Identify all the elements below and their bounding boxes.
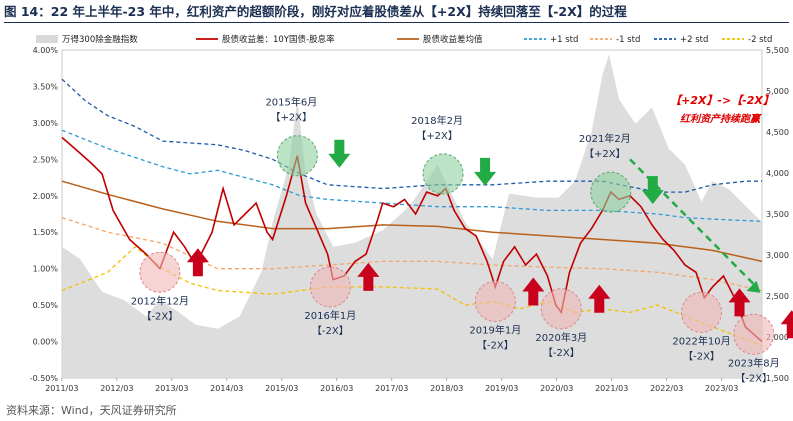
annotation-line2: 红利资产持续跑赢 [680,113,762,125]
y-right-tick-label: 4,000 [766,169,789,178]
legend-label: +2 std [680,35,708,45]
callout-tag: 【-2X】 [141,310,178,322]
legend-label: -1 std [616,35,640,45]
callout-tag: 【+2X】 [271,112,313,124]
minus2x-marker-circle [309,266,351,308]
callout-date: 2016年1月 [304,309,356,322]
legend-label: +1 std [550,35,578,45]
plus2x-marker-circle [422,153,464,195]
callout-tag: 【-2X】 [543,347,580,359]
x-tick-label: 2023/03 [705,384,738,393]
y-right-tick-label: 3,000 [766,251,789,260]
plus2-std-line [61,78,762,193]
x-tick-label: 2021/03 [595,384,628,393]
down-arrow-icon [328,139,351,168]
index-area [62,54,762,378]
x-tick-label: 2012/03 [100,384,133,393]
y-right-tick-label: 5,000 [766,87,789,96]
callout-date: 2022年10月 [672,334,730,347]
y-left-tick-label: 2.00% [33,192,59,201]
x-tick-label: 2011/03 [45,384,78,393]
y-left-tick-label: 3.00% [33,119,59,128]
callout-date: 2015年6月 [265,96,317,109]
callout-date: 2012年12月 [131,294,189,307]
legend-label: -2 std [748,35,772,45]
down-arrow-icon [474,157,497,186]
y-left-tick-label: 4.00% [33,46,59,55]
y-left-tick-label: -0.50% [30,374,59,383]
callout-tag: 【-2X】 [735,372,772,384]
trend-arrowhead-icon [746,280,761,293]
x-tick-label: 2016/03 [320,384,353,393]
y-right-tick-label: 4,500 [766,128,789,137]
minus2x-marker-circle [681,291,723,333]
minus2x-marker-circle [540,288,582,330]
y-right-tick-label: 3,500 [766,210,789,219]
spread-line [61,136,763,343]
minus2x-marker-circle [733,313,775,355]
x-tick-label: 2018/03 [430,384,463,393]
callout-tag: 【+2X】 [416,130,458,142]
trend-arrow-shaft [629,158,758,288]
up-arrow-icon [186,248,209,277]
x-tick-label: 2022/03 [650,384,683,393]
up-arrow-icon [588,284,611,313]
y-left-tick-label: 1.50% [33,228,59,237]
callout-date: 2019年1月 [469,323,521,336]
minus2x-marker-circle [474,280,516,322]
y-left-tick-label: 1.00% [33,265,59,274]
x-tick-label: 2015/03 [265,384,298,393]
y-right-tick-label: 1,500 [766,374,789,383]
y-right-tick-label: 5,500 [766,46,789,55]
x-tick-label: 2017/03 [375,384,408,393]
up-arrow-icon [357,262,380,291]
callout-tag: 【+2X】 [584,148,626,160]
callout-date: 2018年2月 [411,114,463,127]
x-tick-label: 2014/03 [210,384,243,393]
annotation-line1: 【+2X】->【-2X】 [670,94,774,107]
y-right-tick-label: 2,000 [766,333,789,342]
callout-tag: 【-2X】 [683,350,720,362]
x-tick-label: 2013/03 [155,384,188,393]
down-arrow-icon [641,176,664,205]
callout-tag: 【-2X】 [312,325,349,337]
y-left-tick-label: 3.50% [33,82,59,91]
legend-label: 股债收益差：10Y国债-股息率 [222,34,335,45]
y-left-tick-label: 0.00% [33,338,59,347]
callout-date: 2023年8月 [728,356,780,369]
callout-date: 2021年2月 [579,132,631,145]
x-tick-label: 2020/03 [540,384,573,393]
page-title: 图 14：22 年上半年-23 年中，红利资产的超额阶段，刚好对应着股债差从【+… [4,2,789,23]
y-left-tick-label: 2.50% [33,155,59,164]
up-arrow-icon [780,310,793,339]
legend-swatch [36,35,58,43]
x-tick-label: 2019/03 [485,384,518,393]
plus2x-marker-circle [590,171,632,213]
y-right-tick-label: 2,500 [766,292,789,301]
legend-label: 股债收益差均值 [423,34,483,45]
plus2x-marker-circle [276,135,318,177]
y-left-tick-label: 0.50% [33,301,59,310]
mean-line [61,180,763,263]
up-arrow-icon [522,277,545,306]
source-note: 资料来源：Wind，天风证券研究所 [6,404,177,417]
minus1-std-line [61,216,763,292]
up-arrow-icon [728,288,751,317]
legend-label: 万得300除金融指数 [62,34,138,45]
minus2x-marker-circle [139,251,181,293]
callout-tag: 【-2X】 [477,339,514,351]
callout-date: 2020年3月 [535,331,587,344]
